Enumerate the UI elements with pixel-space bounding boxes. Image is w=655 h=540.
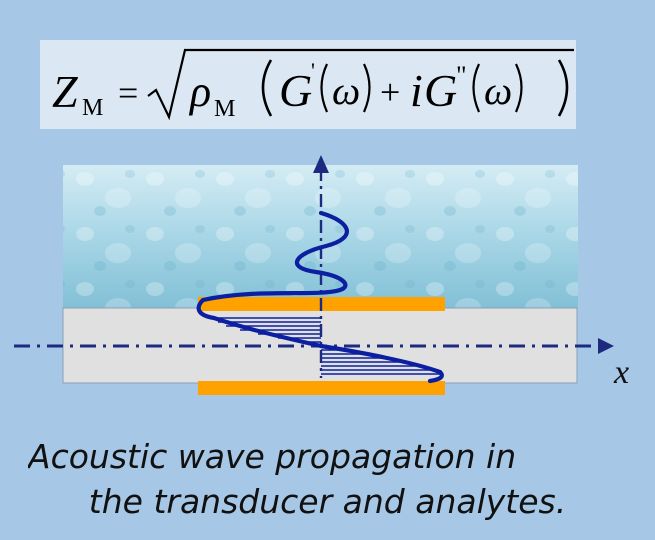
inner-paren-left-1 [320,63,329,113]
x-axis-arrowhead [598,338,614,354]
outer-paren-left [261,59,273,117]
bottom-electrode [198,381,445,395]
formula-g-prime: G [279,65,312,116]
formula-box [40,40,576,129]
x-axis-label: x [613,354,629,391]
inner-paren-right-2 [514,63,523,113]
formula-double-prime-mark: " [456,61,467,90]
caption-line-1: Acoustic wave propagation in [28,437,517,476]
formula-omega-1: ω [332,68,360,113]
radical-sign [147,48,574,121]
acoustic-wave-curve [196,210,444,384]
formula-lhs-subscript: M [82,95,103,121]
formula-equals: = [118,73,138,113]
outer-paren-right [557,59,569,117]
formula-rho: ρ [188,67,211,116]
formula-prime-mark: ' [311,58,315,83]
caption-line-2: the transducer and analytes. [88,482,567,521]
formula-lhs: Z [52,66,78,117]
z-axis-arrowhead [313,155,329,173]
formula-omega-2: ω [484,68,512,113]
formula-i: i [410,65,423,116]
formula-g-double-prime: G [424,65,457,116]
inner-paren-right-1 [362,63,371,113]
formula-rho-subscript: M [214,96,235,122]
inner-paren-left-2 [472,63,481,113]
formula-plus: + [380,72,400,112]
shear-displacement-hatching [214,317,440,375]
formula: Z M = ρ M G ' ω + i G " ω [52,48,574,122]
